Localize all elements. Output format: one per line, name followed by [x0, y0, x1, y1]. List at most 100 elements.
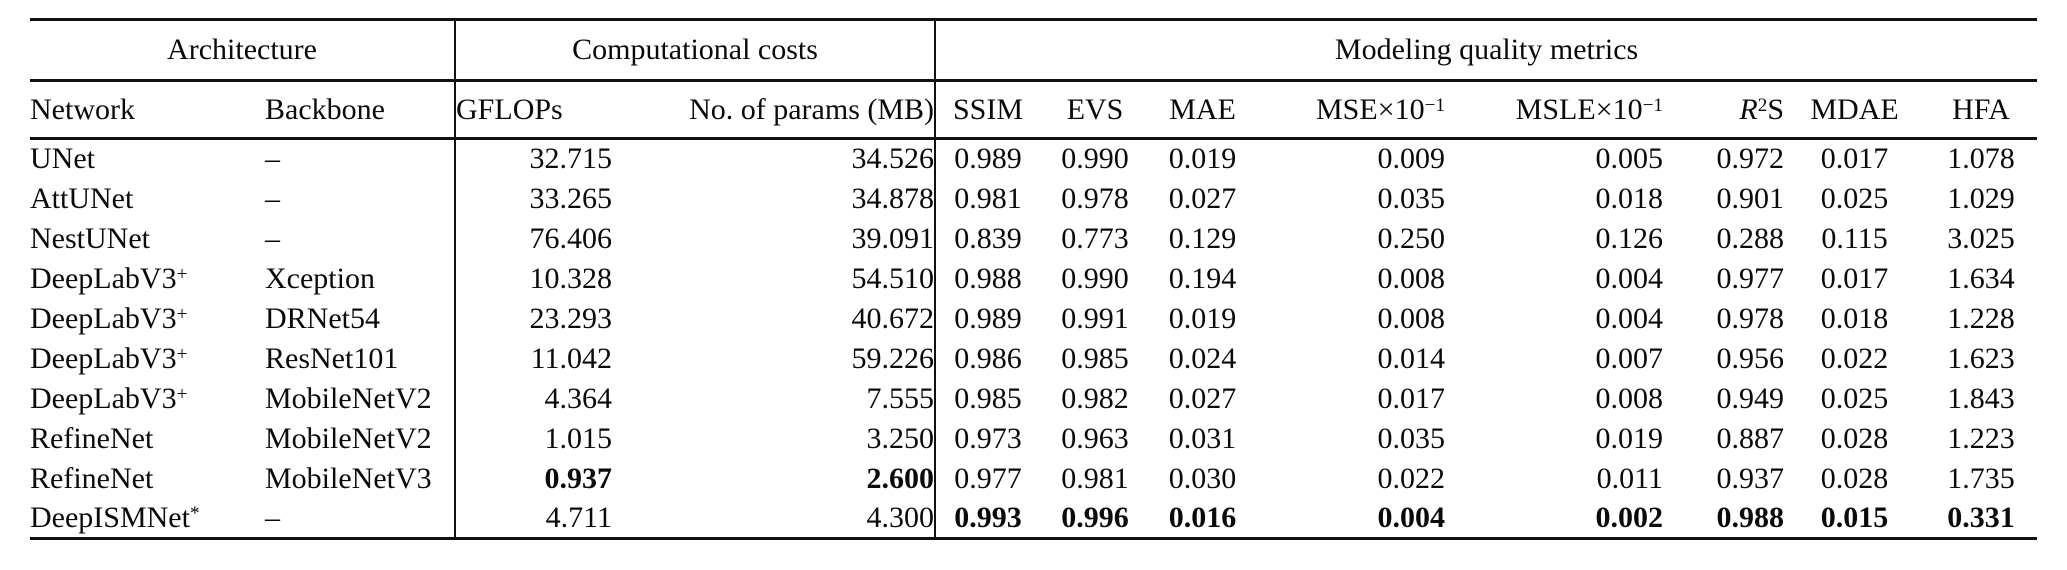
table-cell-mse: 0.035: [1377, 421, 1446, 455]
table-cell-msle: 0.126: [1595, 221, 1664, 255]
table-row: DeepLabV3+ DRNet54 23.293 40.672 0.989 0.991 0…: [30, 298, 2037, 339]
table-cell-gflops: 23.293: [454, 298, 613, 339]
cell-text: MSLE×10: [1515, 92, 1643, 126]
table-cell-r2s: 0.901: [1716, 181, 1785, 215]
table-cell-msle: 0.007: [1595, 341, 1664, 375]
column-header-ssim: SSIM: [934, 80, 1041, 140]
cell-text: MDAE: [1810, 92, 1899, 126]
column-header-network: Network: [30, 80, 265, 140]
superscript-text: *: [189, 502, 200, 524]
cell-text: MSE×10: [1316, 92, 1425, 126]
table-cell-mdae: 0.022: [1820, 341, 1889, 375]
table-cell-backbone: Xception: [265, 261, 375, 295]
group-header-computational-costs: Computational costs: [454, 19, 936, 82]
superscript-text: +: [176, 263, 188, 285]
table-cell-params: 4.300: [866, 500, 935, 534]
table-cell-mdae: 0.017: [1820, 261, 1889, 295]
table-row: UNet – 32.715 34.526 0.989 0.990 0.019 0.009 0.0…: [30, 138, 2037, 179]
table-cell-mdae: 0.018: [1820, 301, 1889, 335]
cell-text: 0.016: [1168, 500, 1237, 534]
table-cell-network: UNet: [30, 142, 95, 176]
table-cell-params: 39.091: [851, 221, 935, 255]
table-cell-gflops: 4.711: [454, 498, 613, 539]
table-cell-mae: 0.019: [1168, 142, 1237, 176]
table-cell-network: AttUNet: [30, 181, 134, 215]
table-cell-ssim: 0.973: [934, 418, 1041, 459]
table-cell-hfa: 0.331: [1925, 499, 2037, 539]
table-cell-hfa: 1.078: [1947, 142, 2015, 176]
table-cell-hfa: 1.223: [1947, 421, 2015, 455]
superscript-text: −1: [1642, 94, 1664, 116]
cell-text: Backbone: [265, 92, 385, 126]
table-row: DeepLabV3+ ResNet101 11.042 59.226 0.986 0.98…: [30, 338, 2037, 379]
cell-text: DeepLabV3: [30, 381, 177, 415]
table-cell-mdae: 0.025: [1820, 181, 1889, 215]
group-header-architecture: Architecture: [30, 19, 456, 82]
column-header-row: Network Backbone GFLOPs No. of params (MB) S…: [30, 80, 2038, 140]
table-cell-mse: 0.022: [1377, 461, 1446, 495]
table-cell-gflops: 11.042: [454, 338, 613, 379]
table-cell-msle: 0.005: [1595, 142, 1664, 176]
superscript-text: +: [176, 383, 188, 405]
table-cell-mdae: 0.015: [1784, 499, 1925, 539]
table-cell-evs: 0.991: [1061, 301, 1129, 335]
table-cell-hfa: 1.843: [1947, 381, 2015, 415]
table-cell-r2s: 0.288: [1716, 221, 1785, 255]
table-cell-evs: 0.985: [1061, 341, 1129, 375]
table-cell-params: 3.250: [866, 421, 935, 455]
table-cell-msle: 0.011: [1596, 461, 1664, 495]
table-cell-msle: 0.004: [1595, 261, 1664, 295]
table-cell-mae: 0.031: [1168, 421, 1237, 455]
table-cell-params: 2.600: [612, 459, 935, 499]
table-cell-mse: 0.008: [1377, 301, 1446, 335]
superscript-text: −1: [1424, 94, 1446, 116]
table-cell-ssim: 0.993: [934, 498, 1041, 539]
table-cell-r2s: 0.977: [1716, 261, 1785, 295]
table-cell-hfa: 1.623: [1947, 341, 2015, 375]
table-cell-gflops: 33.265: [454, 178, 613, 219]
column-header-hfa: HFA: [1925, 80, 2038, 140]
table-cell-mae: 0.027: [1168, 181, 1237, 215]
table-cell-mae: 0.019: [1168, 301, 1237, 335]
superscript-text: +: [176, 343, 188, 365]
table-cell-gflops: 4.364: [454, 378, 613, 419]
table-cell-network: DeepLabV3+: [30, 259, 265, 299]
cell-text: 0.004: [1377, 500, 1446, 534]
table-cell-gflops: 1.015: [454, 418, 613, 459]
table-cell-mse: 0.004: [1255, 499, 1446, 539]
table-cell-mse: 0.035: [1377, 181, 1446, 215]
cell-text: 2.600: [866, 461, 935, 495]
table-cell-ssim: 0.839: [934, 218, 1041, 259]
table-cell-r2s: 0.949: [1716, 381, 1785, 415]
table-body: UNet –32.715 34.526 0.989 0.990 0.019 0.009 0.0…: [30, 138, 2037, 539]
table-cell-mae: 0.024: [1168, 341, 1237, 375]
table-cell-mse: 0.009: [1377, 142, 1446, 176]
table-cell-network: DeepISMNet*: [30, 499, 265, 539]
table-cell-gflops: 0.937: [454, 458, 613, 499]
table-cell-network: RefineNet: [30, 461, 154, 495]
cell-text: Network: [30, 92, 135, 126]
table-cell-backbone: ResNet101: [265, 341, 399, 375]
table-cell-mse: 0.017: [1377, 381, 1446, 415]
table-cell-ssim: 0.989: [934, 298, 1041, 339]
table-row: RefineNet MobileNetV3 0.937 2.600 0.977 0.981…: [30, 458, 2037, 499]
table-cell-network: DeepLabV3+: [30, 379, 265, 419]
table-cell-backbone: –: [265, 221, 280, 255]
table-row: DeepLabV3+ Xception 10.328 54.510 0.988 0.990…: [30, 258, 2037, 299]
table-cell-params: 40.672: [851, 301, 935, 335]
results-table: Architecture Computational costs Modelin…: [30, 18, 2038, 540]
table-cell-mae: 0.030: [1168, 461, 1237, 495]
table-cell-network: RefineNet: [30, 421, 154, 455]
cell-text: MAE: [1169, 92, 1236, 126]
column-header-mse: MSE×10−1: [1255, 80, 1446, 140]
column-header-evs: EVS: [1040, 80, 1151, 140]
table-cell-msle: 0.008: [1595, 381, 1664, 415]
table-cell-hfa: 1.228: [1947, 301, 2015, 335]
table-cell-params: 59.226: [851, 341, 935, 375]
table-row: NestUNet – 76.406 39.091 0.839 0.773 0.129 0.25…: [30, 218, 2037, 259]
table-cell-ssim: 0.985: [934, 378, 1041, 419]
table-cell-evs: 0.978: [1061, 181, 1129, 215]
table-cell-r2s: 0.978: [1716, 301, 1785, 335]
table-cell-hfa: 1.634: [1947, 261, 2015, 295]
